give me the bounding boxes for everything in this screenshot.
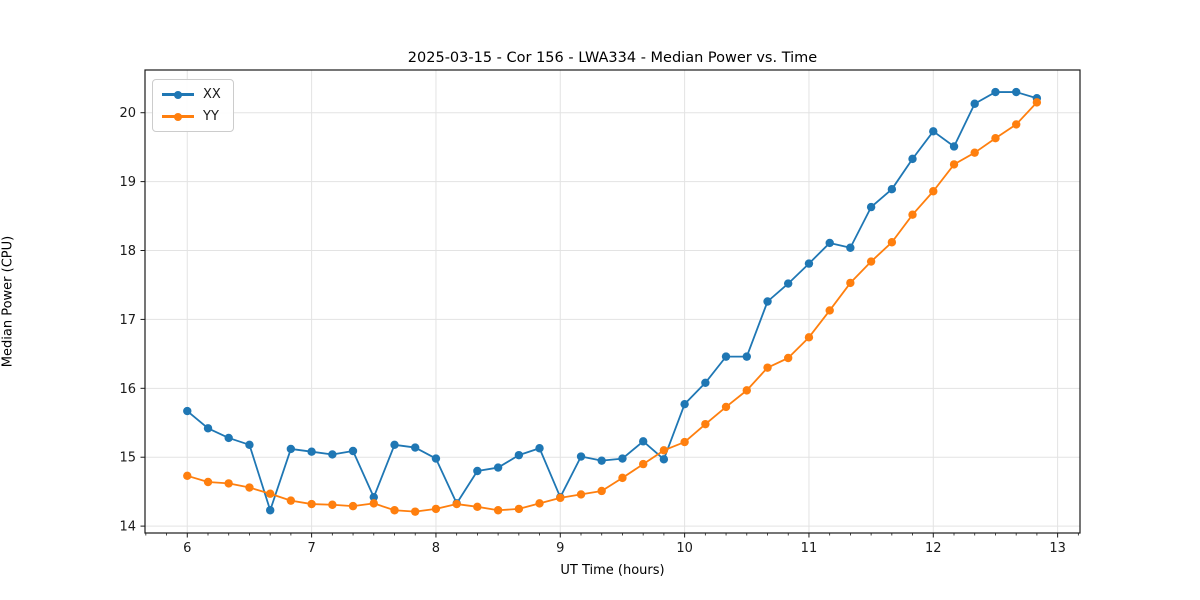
svg-text:6: 6 [183,541,191,556]
yy-series-swatch-icon [162,112,194,121]
x-axis-label: UT Time (hours) [560,563,665,578]
svg-text:20: 20 [119,106,136,121]
svg-text:8: 8 [432,541,440,556]
y-axis-label: Median Power (CPU) [0,235,16,368]
legend-label-xx: XX [203,87,221,102]
svg-text:10: 10 [676,541,693,556]
grid-lines [145,70,1080,533]
x-tick-labels: 6 7 8 9 10 11 12 13 [183,541,1066,556]
plot-border [144,69,1081,534]
svg-text:16: 16 [119,382,136,397]
svg-text:9: 9 [556,541,564,556]
svg-text:7: 7 [307,541,315,556]
legend: XX YY [152,79,234,132]
svg-text:12: 12 [925,541,942,556]
svg-text:11: 11 [801,541,818,556]
legend-label-yy: YY [203,109,219,124]
chart-title: 2025-03-15 - Cor 156 - LWA334 - Median P… [407,50,818,66]
xx-series-swatch-icon [162,90,194,99]
svg-text:17: 17 [119,313,136,328]
series-xx [183,87,1042,515]
axis-ticks [140,112,1079,538]
svg-text:13: 13 [1049,541,1066,556]
series-yy [183,98,1042,516]
y-tick-labels: 14 15 16 17 18 19 20 [119,106,136,534]
legend-entry-xx: XX [162,87,221,102]
svg-text:15: 15 [119,451,136,466]
svg-text:18: 18 [119,244,136,259]
legend-entry-yy: YY [162,109,221,124]
svg-text:19: 19 [119,175,136,190]
svg-text:14: 14 [119,520,136,535]
